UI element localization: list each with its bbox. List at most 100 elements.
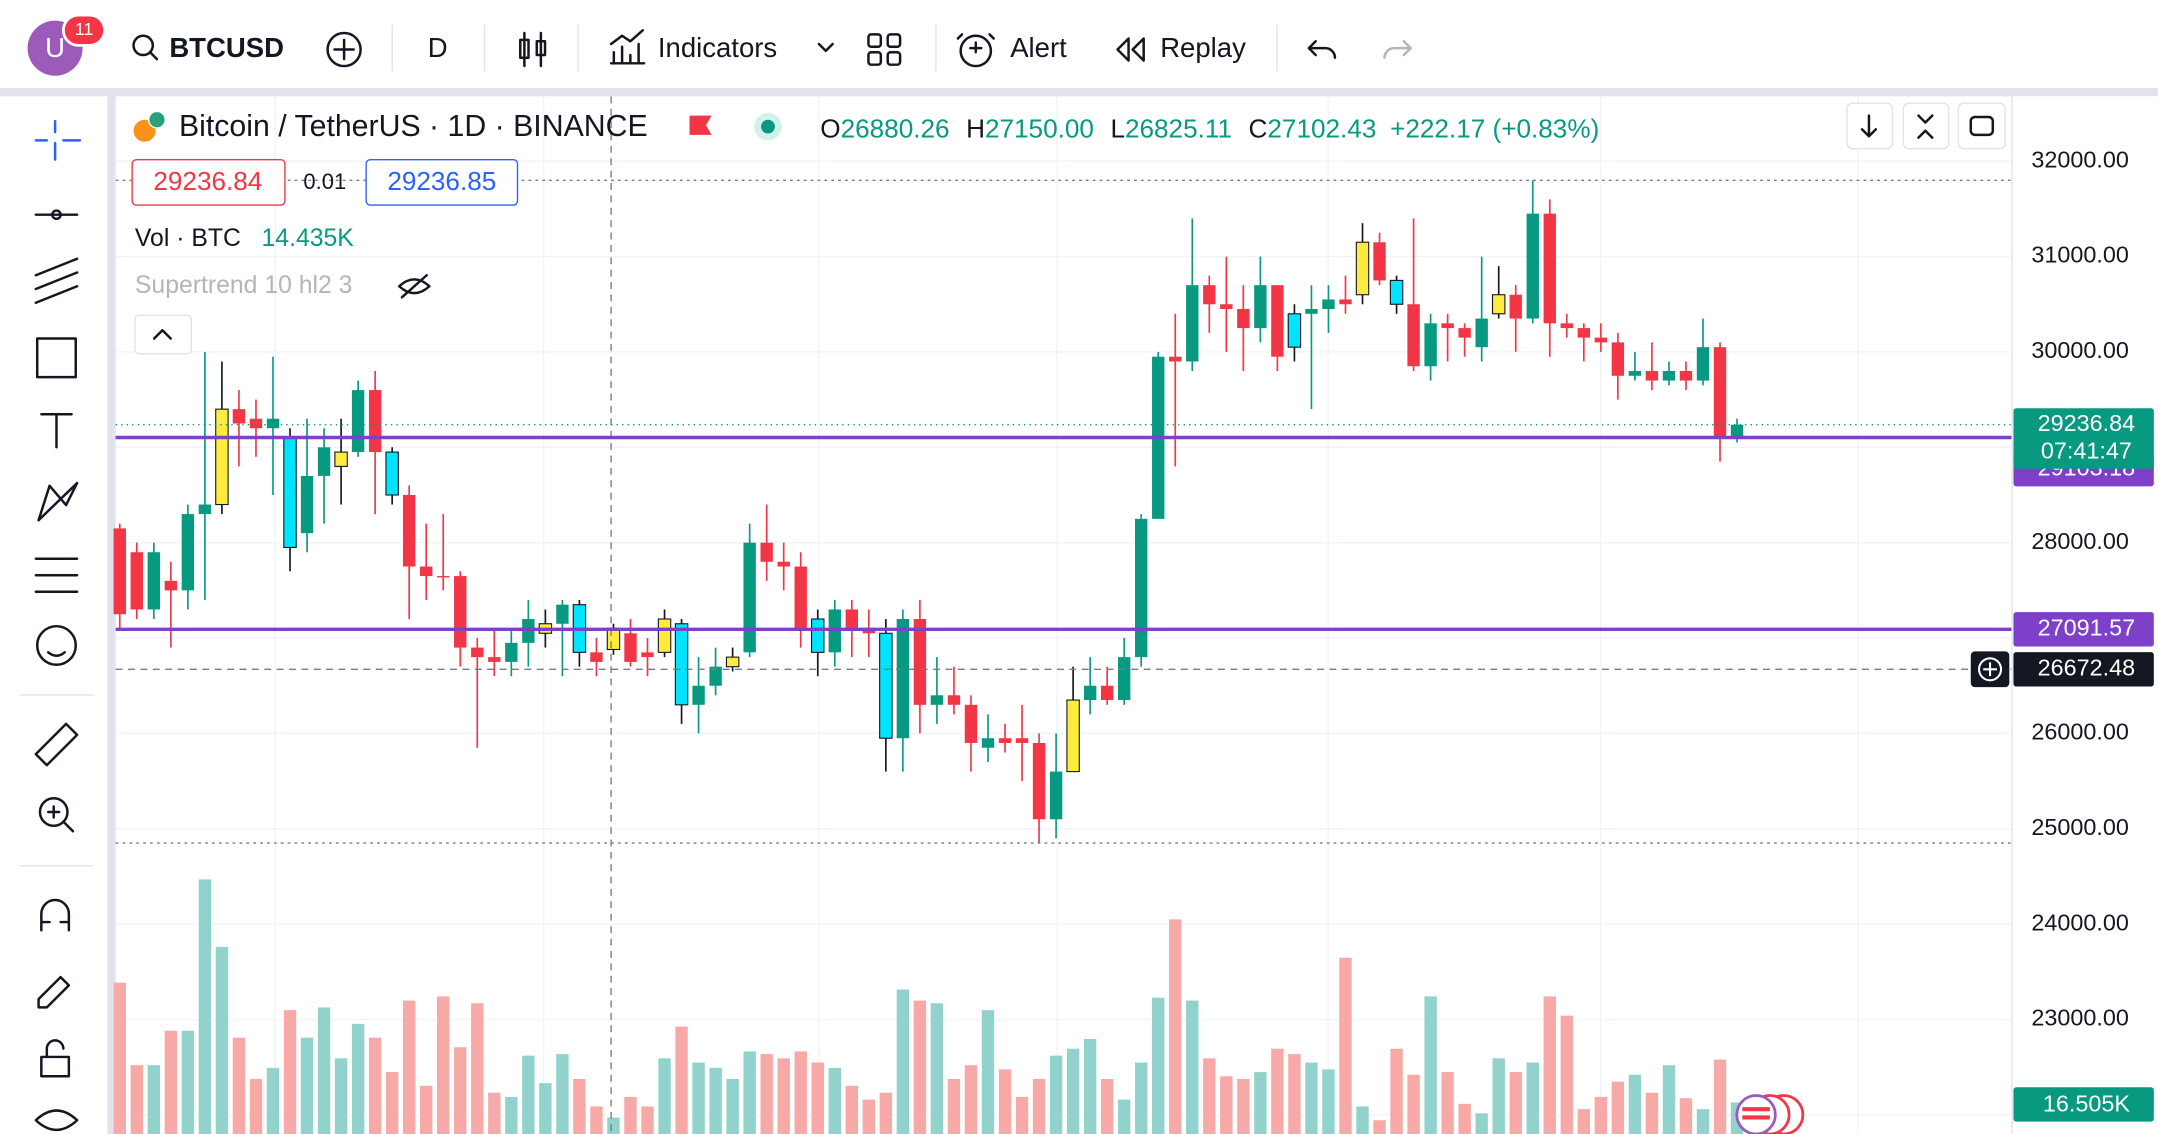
y-tick-label: 23000.00 (2031, 1005, 2129, 1031)
y-tick-label: 25000.00 (2031, 814, 2129, 840)
collapse-button[interactable] (134, 314, 193, 355)
zoom-tool[interactable] (38, 796, 69, 827)
magnet-tool[interactable] (40, 898, 71, 932)
candle-body (1287, 313, 1302, 348)
volume-bar (232, 1037, 246, 1134)
icon-tool[interactable] (35, 624, 77, 666)
market-status (761, 119, 775, 134)
interval[interactable]: D (428, 32, 448, 63)
candle-body (964, 704, 978, 743)
flag[interactable] (689, 115, 712, 135)
collapse-pane-button[interactable] (1902, 102, 1950, 150)
compare-button[interactable] (326, 31, 362, 68)
candle-body (896, 618, 910, 739)
volume-bar (1662, 1065, 1676, 1134)
volume-bar (1220, 1076, 1233, 1134)
alert-button[interactable]: Alert (956, 32, 1067, 68)
prediction-tool[interactable] (34, 557, 79, 594)
volume-bar (164, 1030, 178, 1134)
volume-bar (402, 1000, 416, 1134)
candle-body (1271, 285, 1284, 357)
cursor-tool[interactable] (34, 119, 82, 161)
candle-body (947, 695, 961, 705)
spread: 0.01 (303, 169, 346, 194)
volume-bar (1696, 1109, 1710, 1134)
volume-title: Vol · BTC (135, 225, 241, 252)
candle-body (1424, 323, 1437, 367)
symbol-search[interactable]: BTCUSD (132, 32, 284, 63)
replay-button[interactable]: Replay (1116, 32, 1247, 63)
symbol: BTCUSD (169, 32, 284, 63)
volume-bar (113, 982, 126, 1134)
shape-tool[interactable] (35, 337, 77, 379)
volume-label-box (2013, 1087, 2154, 1122)
plus-icon (326, 31, 362, 68)
candle-body (1186, 285, 1199, 362)
candle-body (147, 552, 161, 610)
ruler-tool[interactable] (34, 722, 79, 767)
volume-bar (1135, 1062, 1148, 1134)
ask-box[interactable] (365, 158, 519, 206)
candle-body (1662, 371, 1676, 381)
candle-body (1389, 279, 1404, 305)
volume-bar (1679, 1098, 1693, 1134)
candle-body (930, 695, 944, 705)
candle-icon (519, 31, 547, 68)
layouts-button[interactable] (867, 33, 902, 66)
candle-body (1355, 241, 1370, 296)
volume-bar (556, 1054, 569, 1134)
avatar[interactable]: U 11 (27, 13, 107, 76)
pattern-tool[interactable] (37, 481, 79, 522)
collapse-icon (1917, 114, 1934, 139)
fib-tool[interactable] (34, 257, 79, 305)
text-tool[interactable] (40, 413, 73, 449)
candle-body (402, 494, 416, 567)
volume-bar (760, 1054, 773, 1134)
volume-bar (607, 1117, 620, 1134)
plus-icon (1978, 657, 2003, 682)
candle-body (1220, 304, 1233, 310)
lock-tool[interactable] (40, 1055, 71, 1078)
grid-icon (886, 51, 902, 66)
candle-body (249, 418, 263, 429)
event-flags[interactable] (1735, 1094, 1805, 1134)
grid-icon (867, 33, 883, 49)
indicators-button[interactable]: Indicators (609, 29, 777, 65)
visibility-tool[interactable] (34, 1109, 79, 1132)
bid-box[interactable] (131, 158, 286, 206)
volume-bar (998, 1069, 1012, 1134)
candle-body (981, 738, 995, 748)
zoom-tool (46, 805, 75, 833)
volume-bar (198, 879, 212, 1134)
volume-bar (539, 1083, 552, 1134)
volume-pane (113, 879, 1744, 1134)
hidden-icon[interactable] (397, 274, 431, 299)
drawing-mode-tool[interactable] (37, 975, 71, 1009)
trend-line-tool (51, 209, 62, 221)
volume-bar (215, 946, 229, 1134)
volume-bar (1475, 1113, 1488, 1134)
replay-label: Replay (1160, 32, 1246, 63)
candle-body (368, 390, 382, 453)
redo-button[interactable] (1383, 40, 1412, 60)
plus-icon (333, 38, 355, 61)
maximize-button[interactable] (1957, 102, 2006, 150)
undo-button[interactable] (1307, 40, 1337, 60)
candle-body (215, 408, 229, 506)
candle-body (1015, 738, 1029, 743)
candle-body (266, 418, 280, 429)
candle-body (334, 451, 348, 467)
volume-bar (1407, 1074, 1420, 1134)
candle-body (1373, 242, 1386, 281)
volume-bar (930, 1003, 944, 1134)
candle-body (420, 566, 433, 577)
volume-bar (1628, 1074, 1642, 1134)
chart-type-button[interactable] (519, 31, 547, 68)
candle-body (164, 580, 178, 591)
dropdown-icon[interactable] (817, 42, 834, 53)
candle-body (879, 632, 893, 739)
volume-bar (317, 1007, 331, 1134)
coin-icon (147, 110, 166, 129)
volume-label: 16.505K (2043, 1090, 2130, 1116)
lock-tool (45, 1039, 65, 1059)
